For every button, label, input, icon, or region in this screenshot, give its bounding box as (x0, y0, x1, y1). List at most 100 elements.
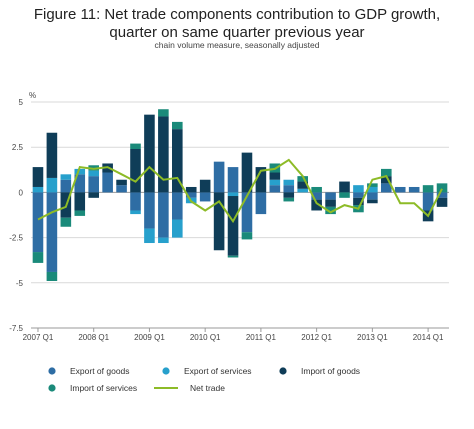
bar-segment (227, 196, 239, 256)
legend-marker (48, 384, 56, 392)
bar-segment (227, 192, 239, 197)
x-tick-label: 2013 Q1 (357, 333, 388, 342)
bar-segment (269, 172, 281, 180)
bar-segment (130, 210, 141, 215)
y-tick-label: 5 (19, 98, 24, 107)
bar-segment (172, 219, 183, 238)
bar-segment (325, 192, 336, 200)
y-tick-label: -7.5 (9, 324, 23, 333)
bar-segment (367, 199, 378, 204)
bar-segment (394, 186, 406, 193)
bar-segment (32, 167, 44, 187)
bar-segment (213, 192, 225, 251)
x-tick-label: 2012 Q1 (301, 333, 332, 342)
bar-segment (130, 192, 141, 211)
bar-segment (339, 192, 350, 198)
bar-segment (436, 192, 448, 198)
bar-segment (172, 129, 183, 193)
y-tick-label: -2.5 (9, 234, 23, 243)
bar-segment (283, 185, 295, 193)
bar-segment (88, 192, 99, 198)
bar-segment (283, 179, 295, 186)
bar-segment (269, 185, 281, 193)
bar-segment (227, 255, 239, 258)
bar-segment (32, 192, 44, 253)
bar-segment (436, 197, 448, 207)
bars (32, 109, 448, 281)
bar-segment (422, 192, 434, 211)
bar-segment (74, 174, 86, 193)
bar-segment (325, 206, 336, 215)
chart-title: Figure 11: Net trade components contribu… (33, 6, 441, 41)
bar-segment (353, 185, 364, 193)
bar-segment (46, 192, 58, 272)
bar-segment (130, 143, 141, 150)
bar-segment (297, 176, 308, 182)
bar-segment (172, 192, 183, 220)
bar-segment (353, 192, 364, 198)
bar-segment (213, 161, 225, 193)
bar-segment (241, 232, 253, 240)
bar-segment (32, 252, 44, 263)
bar-segment (158, 109, 169, 117)
bar-segment (381, 168, 392, 177)
net-trade-line (37, 158, 443, 224)
y-tick-label: -5 (16, 279, 24, 288)
bar-segment (46, 177, 58, 193)
x-tick-label: 2007 Q1 (23, 333, 54, 342)
y-axis-labels: 5 2.5 0 -2.5 -5 -7.5 (9, 98, 23, 333)
bar-segment (199, 179, 211, 193)
bar-segment (255, 167, 267, 193)
legend-marker (162, 367, 170, 375)
bar-segment (32, 186, 44, 193)
bar-segment (74, 210, 86, 216)
y-tick-label: 2.5 (12, 143, 24, 152)
bar-segment (241, 192, 253, 233)
legend-label: Export of services (184, 366, 252, 376)
bar-segment (88, 176, 99, 193)
bar-segment (185, 192, 197, 198)
bar-segment (227, 167, 239, 193)
bar-segment (381, 183, 392, 193)
bar-segment (408, 186, 420, 193)
bar-segment (172, 121, 183, 130)
bar-segment (367, 183, 378, 187)
y-tick-label: 0 (19, 188, 24, 197)
legend-label: Import of services (70, 383, 137, 393)
bar-segment (158, 116, 169, 193)
x-axis-labels: 2007 Q1 2008 Q1 2009 Q1 2010 Q1 2011 Q1 2012 … (23, 328, 444, 342)
bar-segment (102, 172, 113, 193)
bar-segment (436, 183, 448, 193)
bar-segment (74, 168, 86, 175)
bar-segment (60, 179, 72, 193)
bar-segment (311, 192, 322, 200)
bar-segment (199, 192, 211, 202)
bar-segment (144, 114, 155, 193)
bar-segment (269, 179, 281, 186)
x-tick-label: 2010 Q1 (190, 333, 221, 342)
legend-label: Import of goods (301, 366, 360, 376)
x-tick-label: 2008 Q1 (78, 333, 109, 342)
bar-segment (60, 217, 72, 227)
bar-segment (88, 170, 99, 177)
bar-segment (283, 192, 295, 198)
bar-segment (325, 199, 336, 207)
y-axis-unit: % (29, 91, 36, 100)
legend-marker (48, 367, 56, 375)
x-tick-label: 2011 Q1 (246, 333, 277, 342)
bar-segment (283, 197, 295, 202)
legend-marker (279, 367, 287, 375)
bar-segment (116, 185, 127, 193)
bar-segment (297, 181, 308, 189)
bar-segment (311, 186, 322, 193)
gridlines (31, 101, 449, 329)
bar-segment (255, 192, 267, 215)
legend-label: Export of goods (70, 366, 130, 376)
bar-segment (339, 181, 350, 193)
bar-segment (367, 186, 378, 193)
bar-segment (144, 228, 155, 244)
bar-segment (158, 237, 169, 244)
legend: Export of goods Export of services Import … (48, 366, 360, 393)
bar-segment (381, 176, 392, 184)
